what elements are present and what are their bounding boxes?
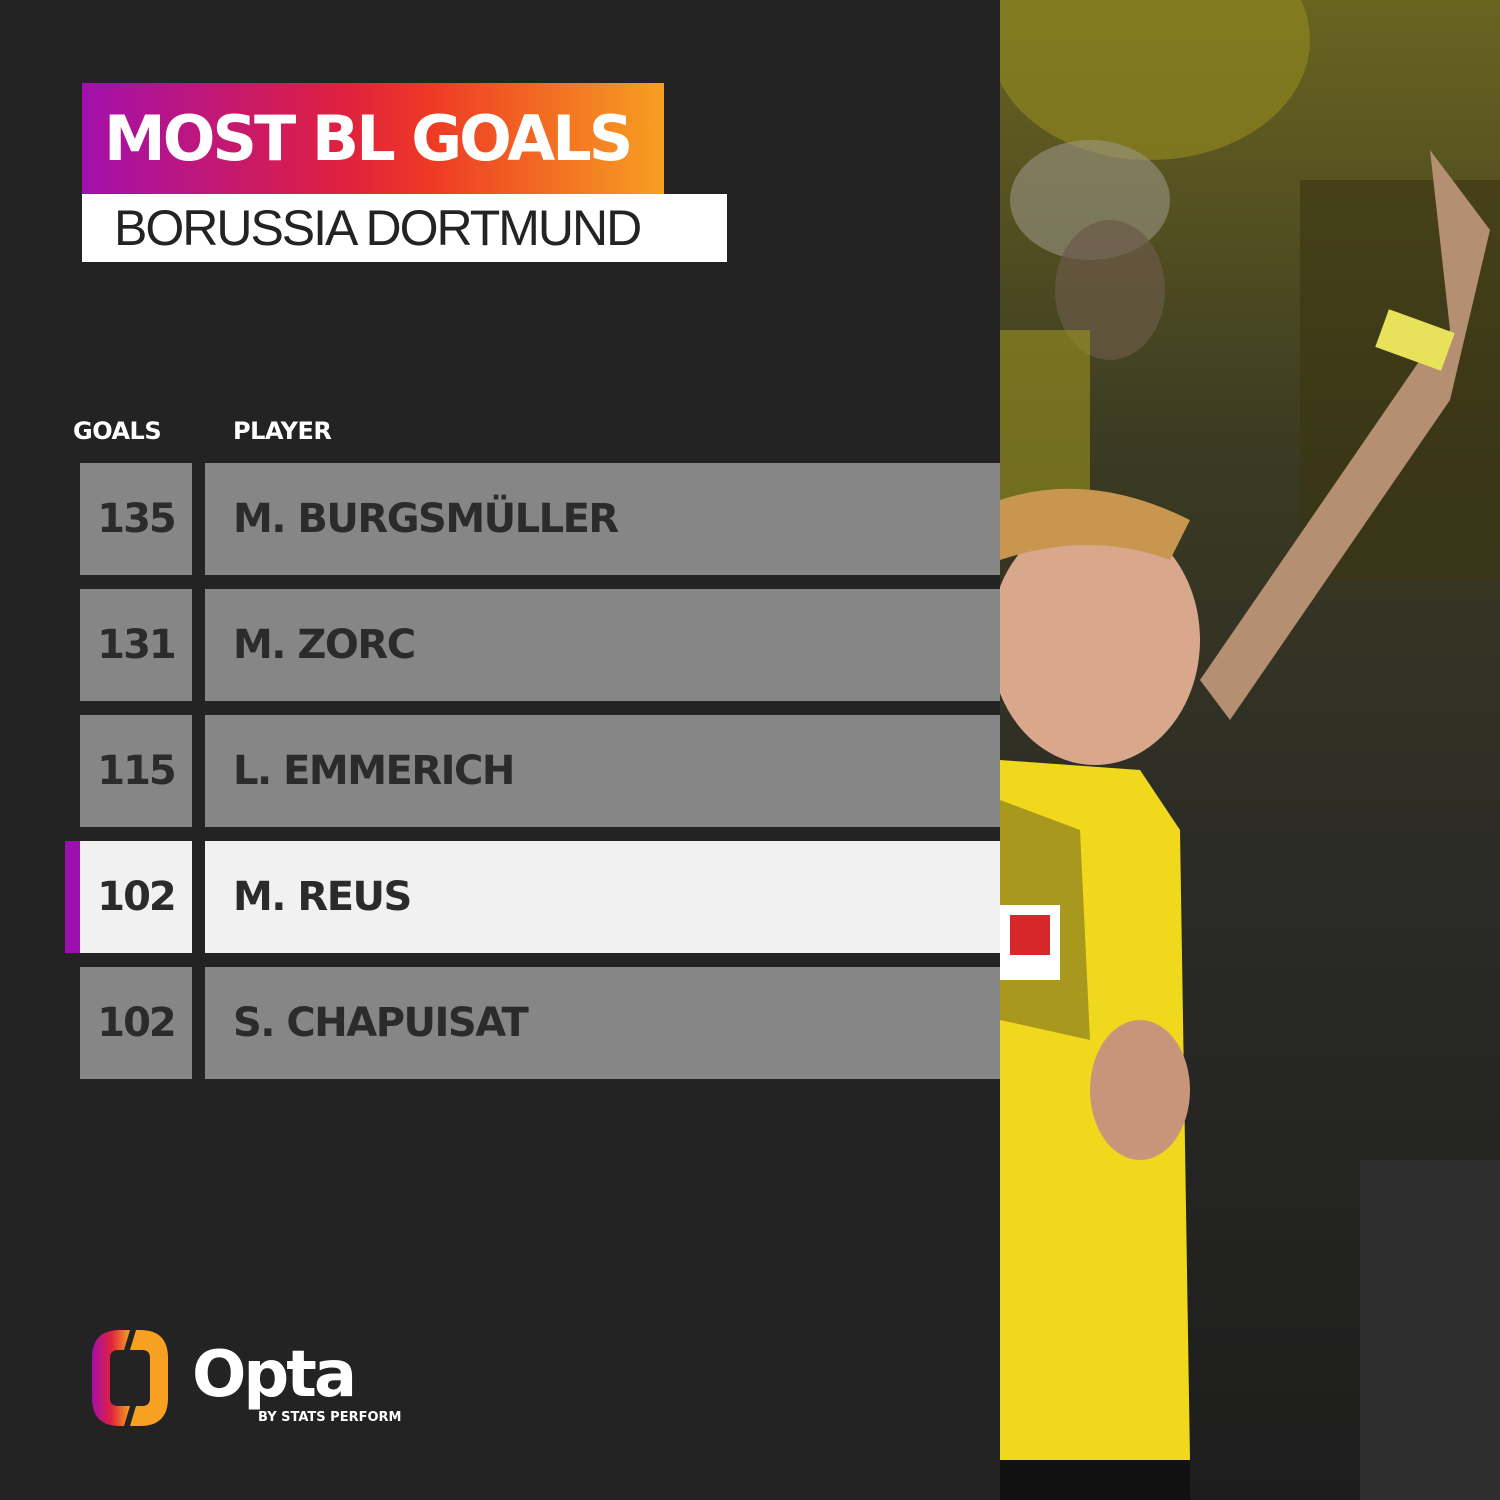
table-row: 102 S. CHAPUISAT: [80, 967, 1000, 1079]
table-row: 131 M. ZORC: [80, 589, 1000, 701]
opta-tagline: BY STATS PERFORM: [258, 1410, 402, 1425]
goals-cell: 102: [80, 841, 192, 953]
column-header-player: PLAYER: [233, 417, 332, 445]
player-cell: L. EMMERICH: [205, 715, 1000, 827]
table-row-highlighted: 102 M. REUS: [65, 841, 1000, 953]
table-row: 115 L. EMMERICH: [80, 715, 1000, 827]
table-row: 135 M. BURGSMÜLLER: [80, 463, 1000, 575]
opta-logo-icon: [92, 1330, 168, 1426]
player-cell: M. ZORC: [205, 589, 1000, 701]
player-cell: S. CHAPUISAT: [205, 967, 1000, 1079]
player-cell: M. BURGSMÜLLER: [205, 463, 1000, 575]
highlight-bar: [65, 841, 80, 953]
player-photo: [1000, 0, 1500, 1500]
goals-cell: 131: [80, 589, 192, 701]
goals-cell: 135: [80, 463, 192, 575]
goals-cell: 102: [80, 967, 192, 1079]
player-celebration-illustration: [1000, 0, 1500, 1500]
player-cell: M. REUS: [205, 841, 1000, 953]
opta-wordmark: Opta: [192, 1338, 357, 1412]
column-header-goals: GOALS: [73, 417, 162, 445]
goals-cell: 115: [80, 715, 192, 827]
club-subtitle: BORUSSIA DORTMUND: [82, 194, 727, 262]
title-banner: MOST BL GOALS: [82, 83, 664, 194]
